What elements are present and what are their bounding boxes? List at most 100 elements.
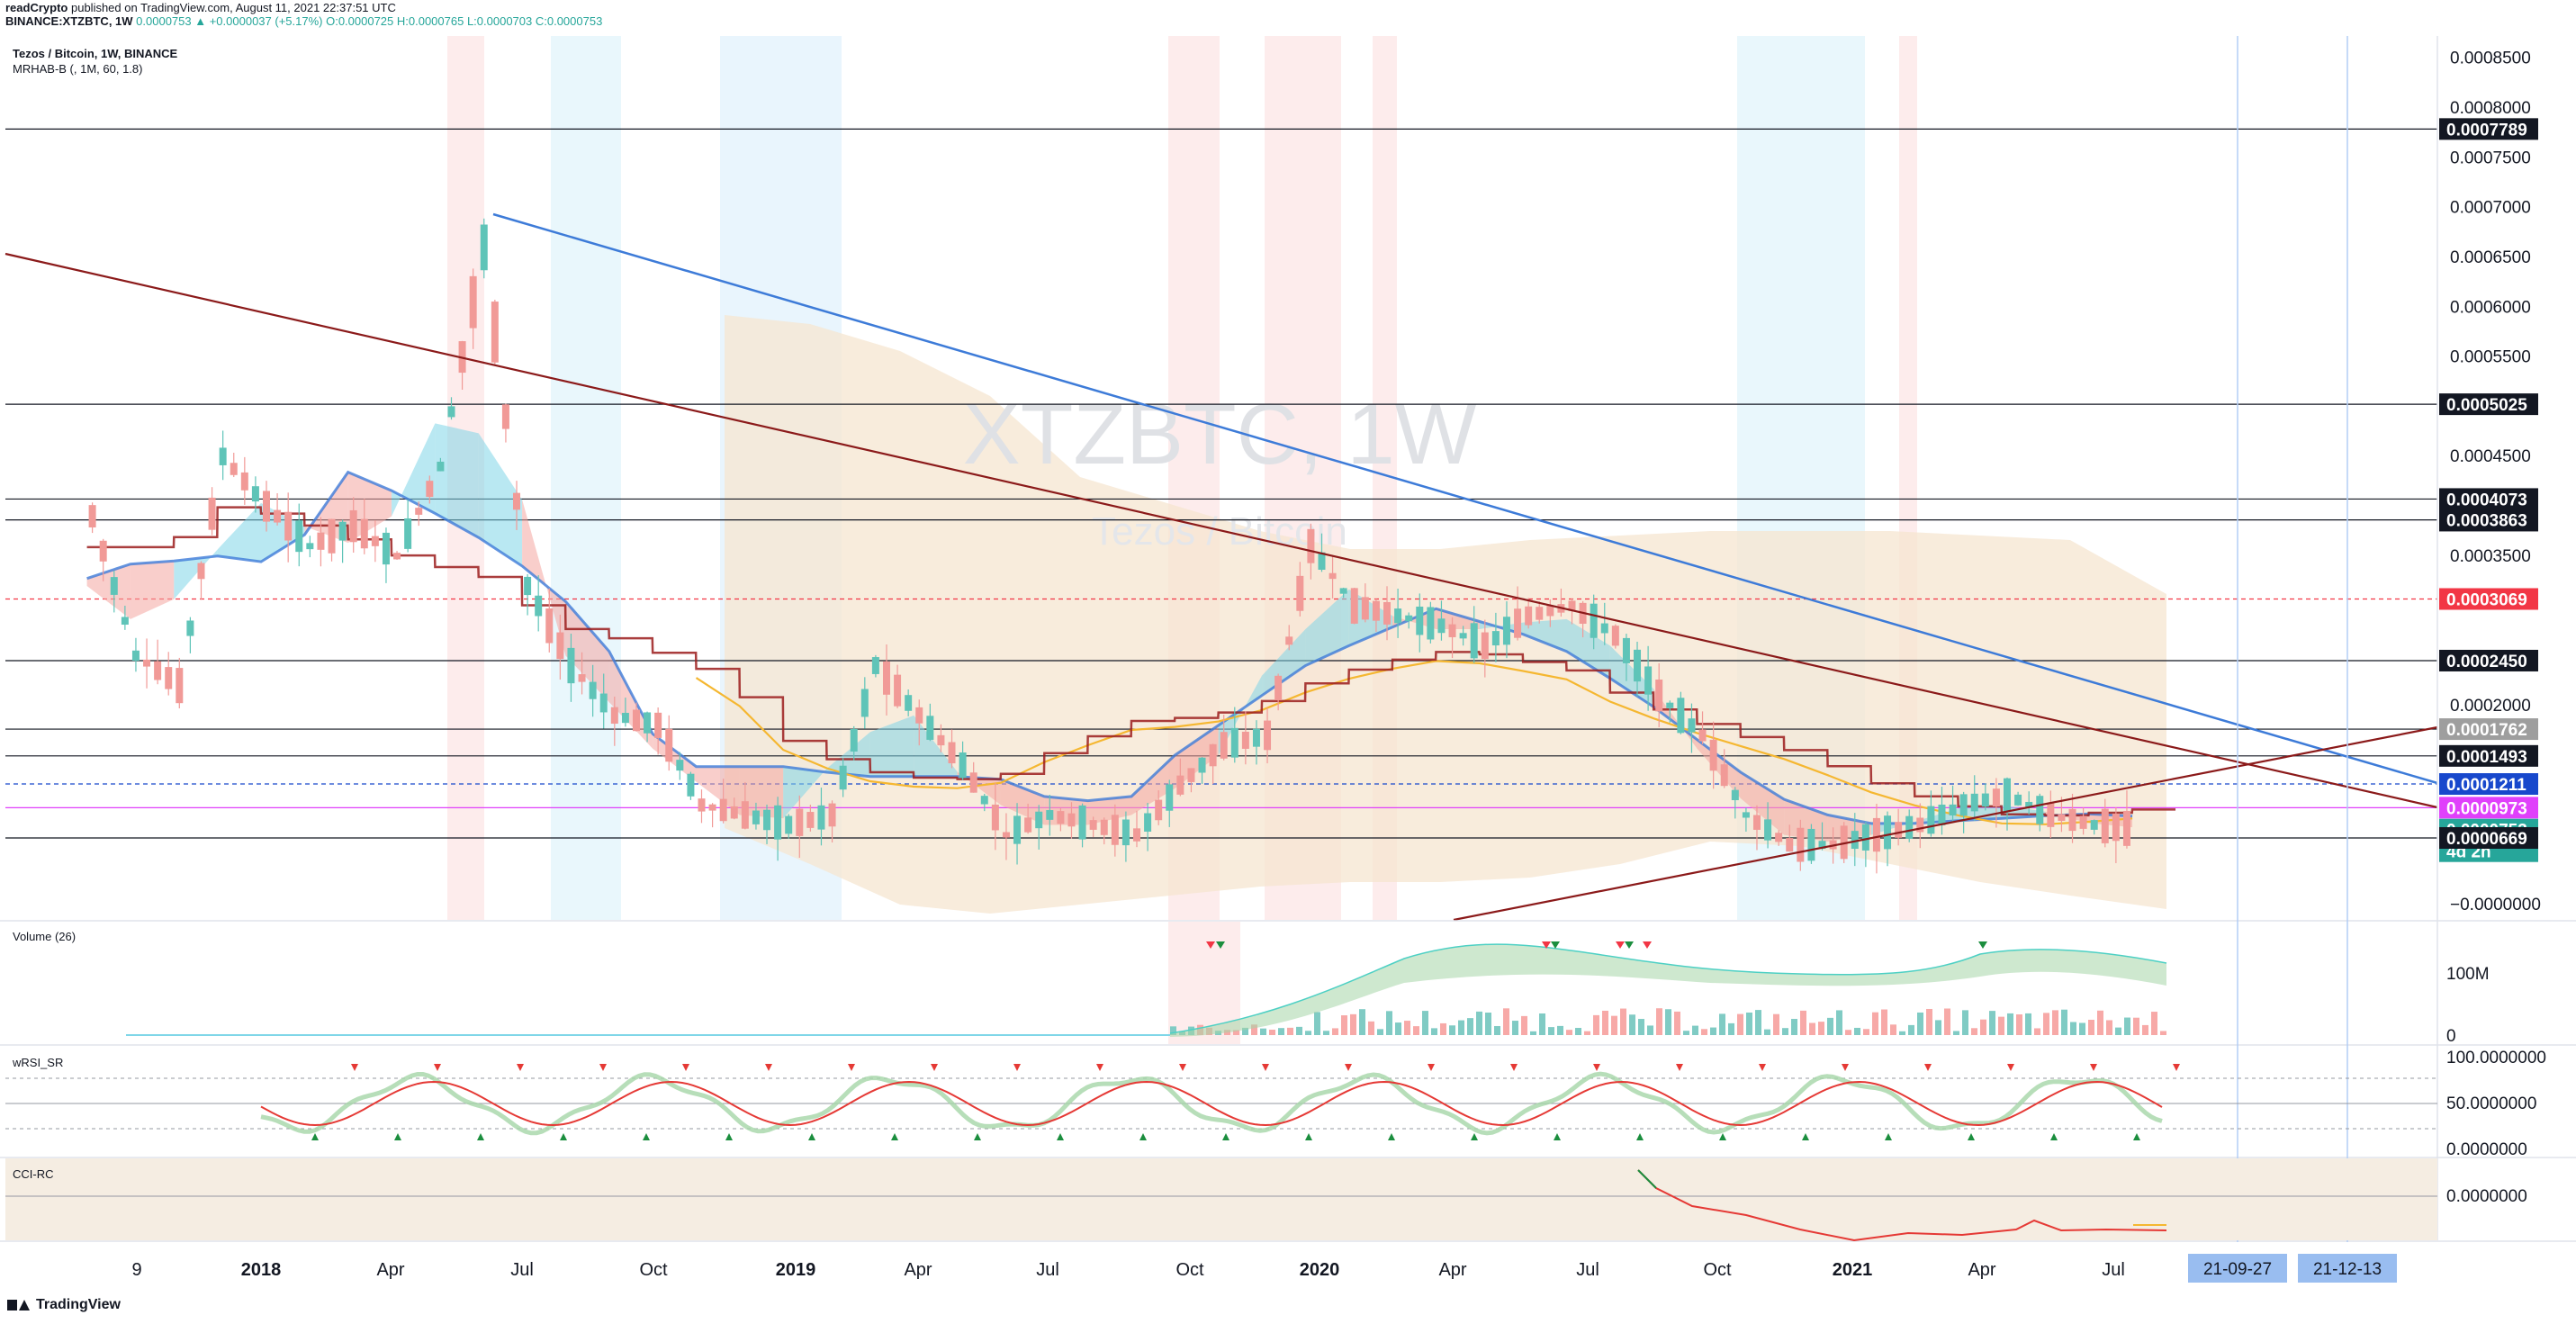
rsi-buy-marker [1139,1133,1147,1140]
ribbon-segment [217,502,261,563]
volume-bar [1854,1027,1860,1035]
candle-body [959,752,967,779]
price-label-box [2439,509,2538,531]
candle-body [2025,801,2033,808]
volume-label[interactable]: Volume (26) [13,930,77,943]
price-label-box [2439,649,2538,671]
candle-body [1133,828,1140,842]
publisher-name[interactable]: readCrypto [5,1,68,14]
candle-body [1677,698,1685,734]
candle-body [752,810,760,824]
candle-body [1655,679,1663,712]
candle-body [1220,732,1228,759]
wrsi-label[interactable]: wRSI_SR [13,1056,64,1069]
volume-signal-marker [1542,941,1551,949]
candle-body [948,742,956,764]
rsi-sell-marker [351,1064,358,1071]
candle-body [991,804,999,831]
candle-body [1339,588,1347,594]
candle-body [1002,832,1010,838]
ohlc-line: 0.0000753 ▲ +0.0000037 (+5.17%) O:0.0000… [136,14,603,28]
candle-body [1916,817,1924,833]
candle-body [644,712,652,734]
cci-background [5,1158,2437,1240]
price-label: 0.0007789 [2446,121,2527,140]
candle-body [1274,675,1283,700]
rsi-buy-marker [1388,1133,1395,1140]
price-tick: 0.0005500 [2450,348,2531,367]
watermark-symbol: XTZBTC, 1W [963,386,1477,482]
candle-body [1786,838,1794,852]
volume-bar [2070,1022,2076,1035]
ribbon-segment [826,732,870,777]
candle-body [230,463,238,475]
candle-body [415,508,423,515]
volume-bar [1773,1013,1779,1035]
watermark-name: Tezos / Bitcoin [1092,509,1347,554]
cci-line [1637,1169,2167,1242]
price-tick: 0.0008500 [2450,50,2531,68]
wrsi-pane [5,1064,2437,1140]
time-tick: Jul [1576,1260,1599,1280]
candle-body [654,712,662,738]
ribbon-segment [347,472,392,544]
candle-body [2068,808,2076,832]
ribbon-segment [130,561,175,619]
time-tick: Apr [1438,1260,1466,1280]
volume-bar [1692,1025,1698,1035]
candle-body [894,674,902,707]
ribbon-segment [1697,739,1741,798]
legend-title[interactable]: Tezos / Bitcoin, 1W, BINANCE [13,47,178,60]
ribbon-segment [565,601,609,703]
candle-body [1622,637,1630,663]
candle-body [1448,624,1456,637]
candle-body [708,804,716,811]
candle-body [1057,811,1065,824]
price-tick: 0.0007000 [2450,199,2531,218]
ribbon-segment [1436,608,1480,629]
ribbon-segment [1523,618,1567,652]
volume-bar [1737,1013,1743,1035]
volume-signal-marker [1625,941,1634,949]
candles [88,218,2130,874]
volume-bar [1494,1025,1500,1035]
volume-bar [1845,1030,1851,1035]
legend-indicator[interactable]: MRHAB-B (, 1M, 60, 1.8) [13,62,143,76]
candle-body [1884,815,1892,850]
cci-label[interactable]: CCI-RC [13,1167,54,1181]
volume-bar [2025,1013,2031,1035]
candle-body [1166,784,1174,811]
volume-bar [1818,1022,1824,1035]
candle-body [2090,820,2098,830]
candle-body [404,518,412,549]
volume-bar [1620,1008,1626,1035]
rsi-buy-marker [1802,1133,1809,1140]
volume-bar [1755,1010,1761,1035]
step-line [86,506,2176,817]
price-label-box [2439,488,2538,510]
candle-body [1209,743,1217,767]
time-tick: Oct [1703,1260,1732,1280]
candle-body [1568,600,1576,611]
price-label-box [2439,826,2538,849]
candle-body [469,275,477,329]
rsi-sell-marker [1179,1064,1186,1071]
price-label-box [2439,773,2538,796]
candle-body [2047,803,2055,827]
ribbons [86,423,2176,842]
candle-body [1187,768,1195,782]
price-axis: 0.0008500 0.0008000 0.0007500 0.0007000 0.00… [2439,50,2546,1206]
candle-body [1959,794,1968,816]
price-label: 0.0001493 [2446,748,2527,767]
volume-bar [1458,1020,1464,1035]
volume-bar [1521,1015,1527,1035]
highlight-stripe [551,36,621,920]
candle-body [328,518,336,554]
candle-body [513,492,521,510]
volume-bar [1701,1029,1707,1035]
candle-body [480,224,488,271]
tradingview-brand[interactable]: TradingView [7,1297,121,1313]
time-tick: Apr [904,1260,932,1280]
volume-bar [1251,1024,1257,1035]
